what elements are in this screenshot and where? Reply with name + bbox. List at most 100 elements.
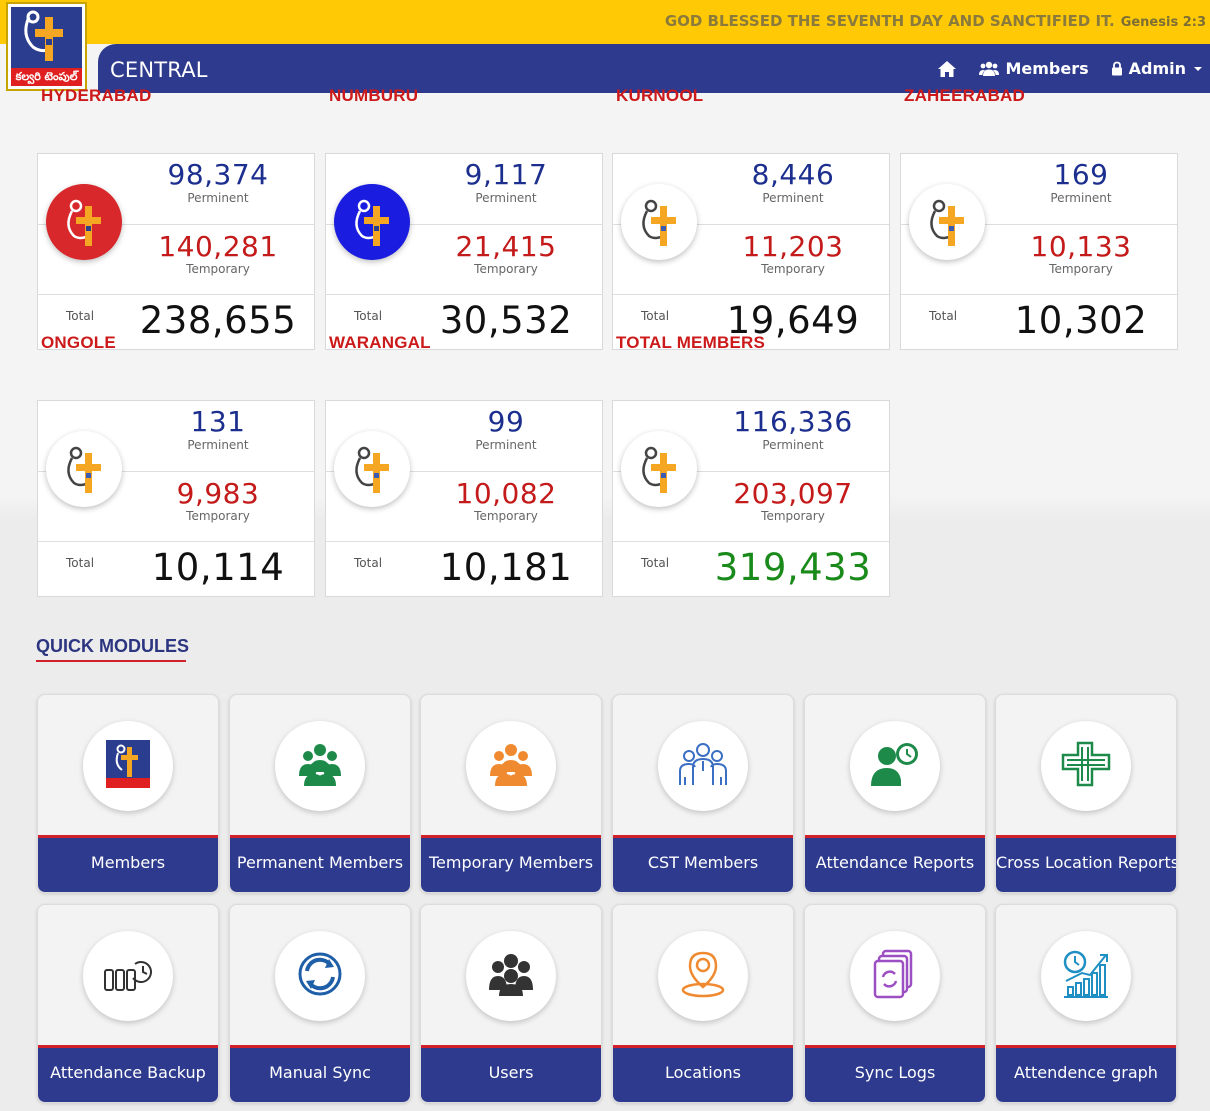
module-icon-circle [1041,721,1131,811]
module-manual-sync[interactable]: Manual Sync [229,904,411,1103]
top-banner: GOD BLESSED THE SEVENTH DAY AND SANCTIFI… [0,0,1210,44]
permanent-label: Perminent [187,191,249,205]
church-logo[interactable]: కల్వరి టెంపుల్ [6,2,87,91]
people-group-icon [487,740,535,792]
module-attendance-backup[interactable]: Attendance Backup [37,904,219,1103]
total-label: Total [929,309,958,323]
total-count: 319,433 [714,546,872,589]
total-count: 30,532 [439,299,573,342]
verse-text: GOD BLESSED THE SEVENTH DAY AND SANCTIFI… [664,12,1115,30]
module-label: Attendence graph [996,1045,1176,1102]
region-logo-icon [909,184,985,260]
total-count: 10,302 [1014,299,1148,342]
module-permanent-members[interactable]: Permanent Members [229,694,411,893]
module-label: Cross Location Reports [996,835,1176,892]
lock-icon [1111,61,1122,76]
module-label: Attendance Backup [38,1045,218,1102]
verse-reference: Genesis 2:3 [1120,15,1206,30]
module-icon-circle [83,721,173,811]
module-members[interactable]: Members [37,694,219,893]
permanent-count: 169 [1053,158,1109,191]
permanent-count: 8,446 [751,158,835,191]
module-icon-circle [658,721,748,811]
permanent-label: Perminent [187,438,249,452]
admin-menu[interactable]: Admin [1111,59,1202,78]
verse-banner: GOD BLESSED THE SEVENTH DAY AND SANCTIFI… [665,12,1206,30]
members-menu[interactable]: Members [979,59,1089,78]
total-label: Total [66,309,95,323]
region-logo-icon [46,431,122,507]
module-sync-logs[interactable]: Sync Logs [804,904,986,1103]
module-cst-members[interactable]: CST Members [612,694,794,893]
module-label: Manual Sync [230,1045,410,1102]
sync-icon [295,949,345,1003]
module-label: Attendance Reports [805,835,985,892]
module-users[interactable]: Users [420,904,602,1103]
region-stat-card: 131 Perminent 9,983 Temporary Total 10,114 [37,400,315,597]
module-attendance-reports[interactable]: Attendance Reports [804,694,986,893]
module-icon-circle [850,721,940,811]
region-stat-card: 116,336 Perminent 203,097 Temporary Total 319… [612,400,890,597]
region-title: ONGOLE [41,333,116,352]
region-stat-card: 8,446 Perminent 11,203 Temporary Total 19,649 [612,153,890,350]
users-icon [979,61,1000,76]
permanent-count: 98,374 [167,158,269,191]
members-menu-label: Members [1005,59,1089,78]
temporary-label: Temporary [186,262,250,276]
temporary-count: 10,133 [1030,230,1132,263]
location-pin-icon [678,949,728,1003]
temporary-label: Temporary [761,509,825,523]
temporary-label: Temporary [1049,262,1113,276]
module-label: Users [421,1045,601,1102]
church-logo-icon [24,10,63,61]
module-label: Members [38,835,218,892]
total-label: Total [641,556,670,570]
quick-modules-title: QUICK MODULES [36,636,189,656]
people-group-icon [296,740,344,792]
permanent-label: Perminent [762,191,824,205]
temporary-count: 21,415 [455,230,557,263]
church-logo-icon [106,740,150,792]
module-locations[interactable]: Locations [612,904,794,1103]
module-attendence-graph[interactable]: Attendence graph [995,904,1177,1103]
module-icon-circle [275,931,365,1021]
total-label: Total [354,556,383,570]
module-label: CST Members [613,835,793,892]
total-label: Total [66,556,95,570]
total-label: Total [641,309,670,323]
home-link[interactable] [937,60,957,78]
region-title: ZAHEERABAD [904,86,1025,105]
region-logo-icon [621,431,697,507]
users-icon [487,952,535,1000]
module-cross-location-reports[interactable]: Cross Location Reports [995,694,1177,893]
module-label: Sync Logs [805,1045,985,1102]
temporary-count: 9,983 [176,477,260,510]
chevron-down-icon [1194,66,1202,71]
region-title: NUMBURU [329,86,419,105]
temporary-count: 203,097 [733,477,853,510]
permanent-count: 99 [487,405,525,438]
total-count: 10,181 [439,546,573,589]
region-stat-card: 9,117 Perminent 21,415 Temporary Total 30,532 [325,153,603,350]
home-icon [938,60,957,77]
module-icon-circle [466,721,556,811]
permanent-label: Perminent [1050,191,1112,205]
module-label: Locations [613,1045,793,1102]
permanent-label: Perminent [762,438,824,452]
total-label: Total [354,309,383,323]
module-icon-circle [83,931,173,1021]
permanent-label: Perminent [475,191,537,205]
module-temporary-members[interactable]: Temporary Members [420,694,602,893]
user-clock-icon [869,740,921,792]
module-label: Permanent Members [230,835,410,892]
cross-grid-icon [1061,741,1111,791]
navbar: CENTRAL Members Admin [98,44,1210,93]
region-stat-card: 99 Perminent 10,082 Temporary Total 10,181 [325,400,603,597]
temporary-count: 10,082 [455,477,557,510]
total-count: 10,114 [151,546,285,589]
temporary-label: Temporary [474,262,538,276]
region-title: TOTAL MEMBERS [616,333,765,352]
total-count: 238,655 [139,299,297,342]
region-stat-card: 169 Perminent 10,133 Temporary Total 10,302 [900,153,1178,350]
logo-text: కల్వరి టెంపుల్ [11,68,82,86]
